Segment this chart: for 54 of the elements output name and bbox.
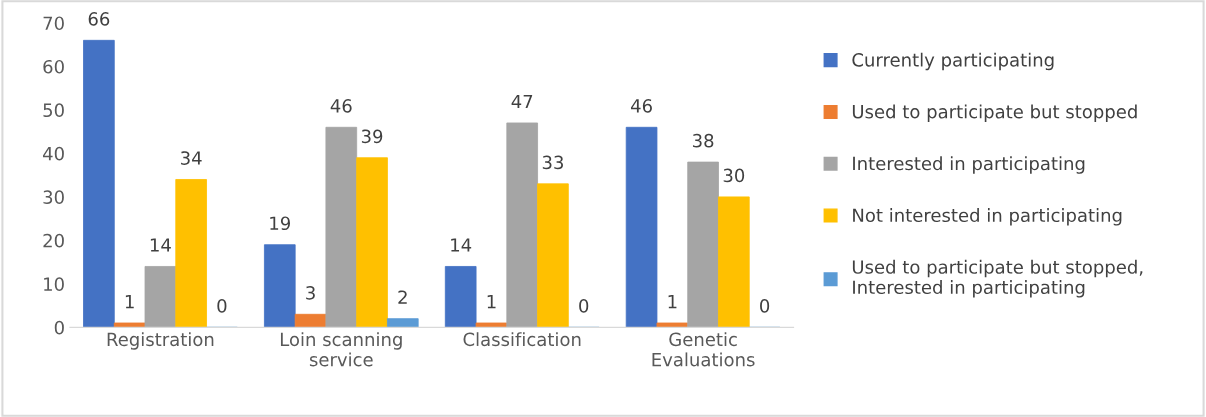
data-label: 46 [630, 99, 652, 113]
bar [687, 161, 719, 328]
data-label: 47 [511, 94, 533, 109]
y-tick-label: 0 [54, 320, 64, 335]
y-tick-label: 20 [43, 233, 64, 248]
y-tick-label: 10 [44, 277, 64, 291]
data-label: 34 [181, 151, 202, 165]
legend-label: Currently participating [852, 52, 1054, 71]
data-label: 39 [361, 129, 383, 144]
data-label: 1 [487, 294, 496, 309]
y-tick-label: 30 [43, 190, 64, 204]
data-label: 33 [542, 155, 563, 170]
data-label: 3 [306, 286, 315, 300]
bar [113, 322, 146, 328]
data-label: 38 [692, 133, 714, 148]
bar [506, 122, 538, 328]
data-label: 0 [579, 299, 589, 313]
y-tick-label: 40 [42, 146, 64, 161]
x-tick-label: Loin scanning service [280, 332, 402, 367]
bar [83, 39, 115, 328]
y-tick-label: 70 [43, 16, 64, 31]
bar [325, 126, 358, 328]
bar [387, 318, 419, 328]
bar [718, 196, 750, 328]
bar [625, 126, 658, 328]
data-label: 1 [125, 294, 134, 309]
bar [294, 313, 327, 328]
bar [656, 322, 689, 328]
x-tick-label: Classification [463, 332, 581, 347]
legend-label: Interested in participating [853, 156, 1085, 174]
x-tick-label: Genetic Evaluations [652, 332, 755, 367]
bar [444, 266, 477, 328]
legend-label: Not interested in participating [853, 208, 1122, 226]
y-tick-label: 60 [43, 59, 64, 74]
bar [175, 179, 207, 328]
legend-label: Used to participate but stopped, Interested in participating [852, 259, 1143, 298]
y-tick-label: 50 [43, 103, 64, 118]
bar [356, 157, 388, 328]
data-label: 46 [330, 99, 352, 113]
data-label: 14 [150, 238, 171, 252]
legend-label: Used to participate but stopped [852, 104, 1137, 122]
data-label: 2 [398, 290, 407, 304]
data-label: 19 [270, 216, 291, 231]
data-label: 1 [668, 294, 677, 309]
data-label: 14 [451, 238, 472, 252]
bar [475, 322, 508, 328]
data-label: 66 [88, 12, 110, 26]
bar [537, 183, 569, 328]
data-label: 0 [217, 299, 227, 313]
bar [144, 266, 177, 328]
bar [264, 244, 296, 328]
data-label: 0 [760, 299, 770, 313]
x-tick-label: Registration [107, 332, 214, 350]
data-label: 30 [723, 168, 745, 183]
